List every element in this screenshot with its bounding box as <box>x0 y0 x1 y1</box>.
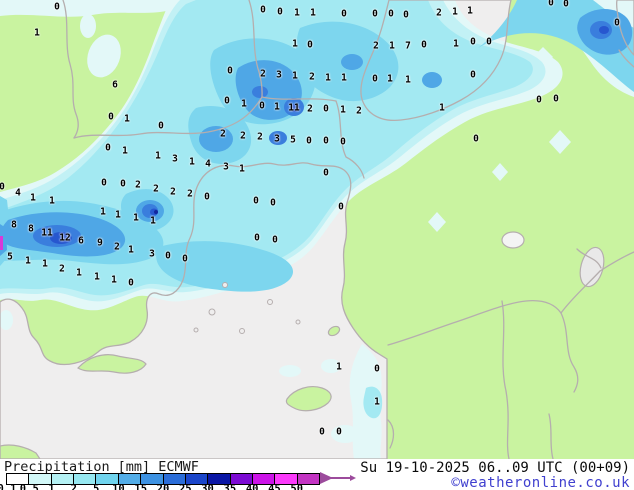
borders-coastlines <box>0 0 634 459</box>
colorbar-tick: 25 <box>178 483 192 490</box>
colorbar-segment-0.1 <box>7 474 30 484</box>
colorbar-tick: 20 <box>156 483 170 490</box>
colorbar-segment-25 <box>185 474 209 484</box>
colorbar-tick: 35 <box>223 483 237 490</box>
legend-bar: Precipitation [mm] ECMWF Su 19-10-2025 06.… <box>0 459 634 490</box>
colorbar-tick: 2 <box>70 483 78 490</box>
colorbar-segment-15 <box>141 474 164 484</box>
legend-model: ECMWF <box>158 459 199 475</box>
colorbar-tick: 1 <box>48 483 55 490</box>
colorbar-arrow-tip <box>350 475 356 481</box>
colorbar-segment-30 <box>208 474 231 484</box>
colorbar-segment-0.5 <box>29 474 52 484</box>
legend-parameter: Precipitation <box>4 459 110 475</box>
colorbar-arrow-tail <box>331 477 352 479</box>
legend-title: Precipitation [mm] ECMWF <box>4 459 199 475</box>
colorbar-tick: 10 <box>112 483 125 490</box>
lake-tuz <box>501 231 525 249</box>
colorbar-segment-40 <box>252 474 276 484</box>
colorbar-segment-50 <box>297 474 320 484</box>
small-islands <box>193 282 301 334</box>
precipitation-colorbar <box>6 473 320 485</box>
colorbar-segment-5 <box>96 474 119 484</box>
colorbar-segment-20 <box>163 474 186 484</box>
colorbar-segment-10 <box>118 474 142 484</box>
colorbar-tick: 5 <box>92 483 100 490</box>
precip-extreme-strip <box>0 236 3 250</box>
colorbar-segment-35 <box>230 474 253 484</box>
copyright-link[interactable]: ©weatheronline.co.uk <box>451 475 630 490</box>
islands <box>0 325 341 459</box>
colorbar-tick: 15 <box>134 483 148 490</box>
colorbar-tick: 30 <box>201 483 214 490</box>
precip-core <box>154 210 158 214</box>
colorbar-segment-1 <box>51 474 75 484</box>
colorbar-tick: 0.1 <box>0 483 17 490</box>
colorbar-tick: 50 <box>290 483 304 490</box>
legend-unit: [mm] <box>117 459 151 475</box>
forecast-datetime: Su 19-10-2025 06..09 UTC (00+09) <box>360 460 630 476</box>
colorbar-segment-2 <box>74 474 97 484</box>
colorbar-tick: 40 <box>245 483 259 490</box>
colorbar-segment-45 <box>275 474 298 484</box>
colorbar-arrow <box>320 472 333 484</box>
rhodes-island <box>327 325 341 337</box>
precipitation-map <box>0 0 634 459</box>
colorbar-tick: 0.5 <box>19 483 39 490</box>
colorbar-tick: 45 <box>268 483 281 490</box>
